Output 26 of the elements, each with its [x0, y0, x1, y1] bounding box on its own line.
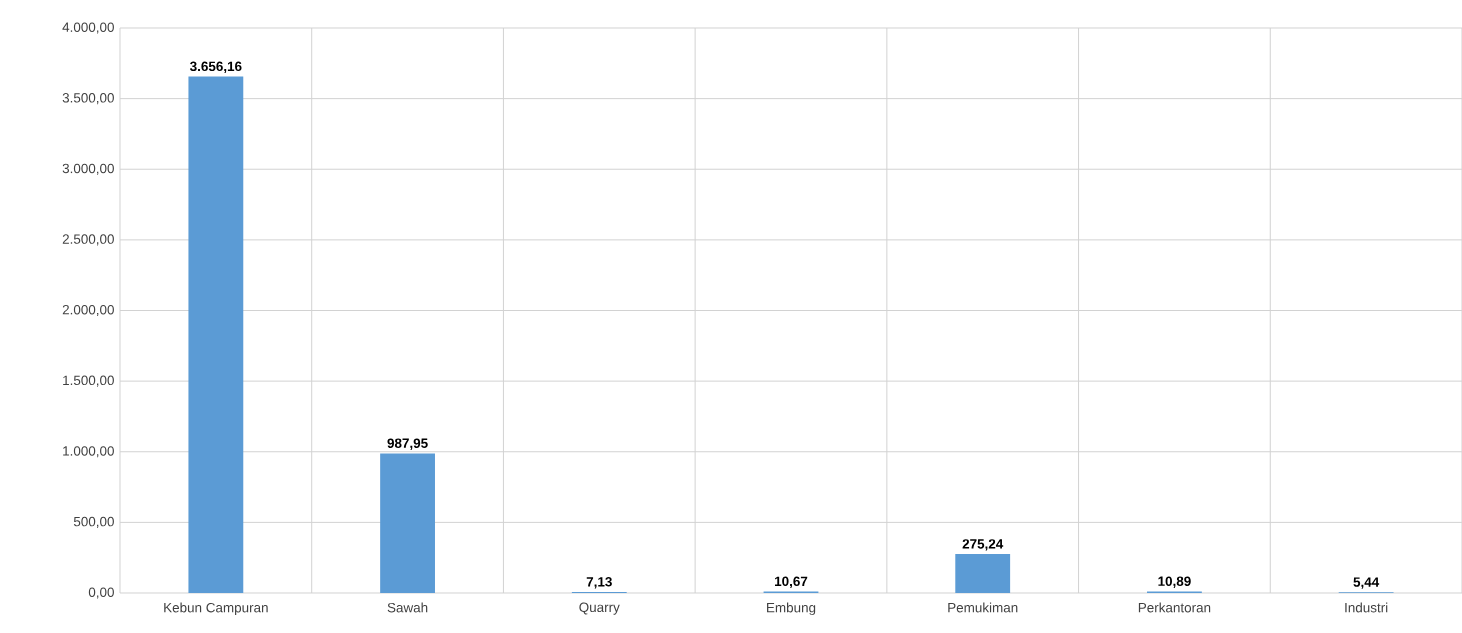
- x-tick-label: Industri: [1345, 602, 1388, 613]
- y-tick-label: 500,00: [73, 516, 114, 528]
- data-label: 10,67: [775, 576, 808, 588]
- data-label: 5,44: [1353, 577, 1380, 589]
- x-tick-label: Quarry: [579, 602, 620, 615]
- data-label: 7,13: [586, 577, 612, 589]
- x-tick-label: Sawah: [387, 602, 428, 613]
- x-tick-label: Pemukiman: [948, 602, 1018, 613]
- y-tick-label: 2.500,00: [62, 234, 114, 246]
- y-tick-label: 0,00: [88, 587, 114, 599]
- data-label: 3.656,16: [189, 61, 242, 74]
- x-tick-label: Perkantoran: [1138, 602, 1211, 613]
- data-label: 987,95: [387, 438, 428, 450]
- x-tick-label: Kebun Campuran: [164, 602, 268, 616]
- data-label: 10,89: [1158, 576, 1191, 588]
- data-label: 275,24: [962, 539, 1004, 551]
- y-tick-label: 3.500,00: [62, 93, 114, 105]
- y-tick-label: 2.000,00: [62, 304, 114, 317]
- bar: [188, 76, 244, 593]
- y-tick-label: 3.000,00: [62, 163, 114, 175]
- bar: [380, 453, 435, 593]
- y-tick-label: 1.500,00: [63, 375, 114, 387]
- y-tick-label: 4.000,00: [62, 22, 114, 34]
- bar: [955, 554, 1011, 593]
- y-tick-label: 1.000,00: [63, 446, 114, 458]
- x-tick-label: Embung: [767, 602, 816, 616]
